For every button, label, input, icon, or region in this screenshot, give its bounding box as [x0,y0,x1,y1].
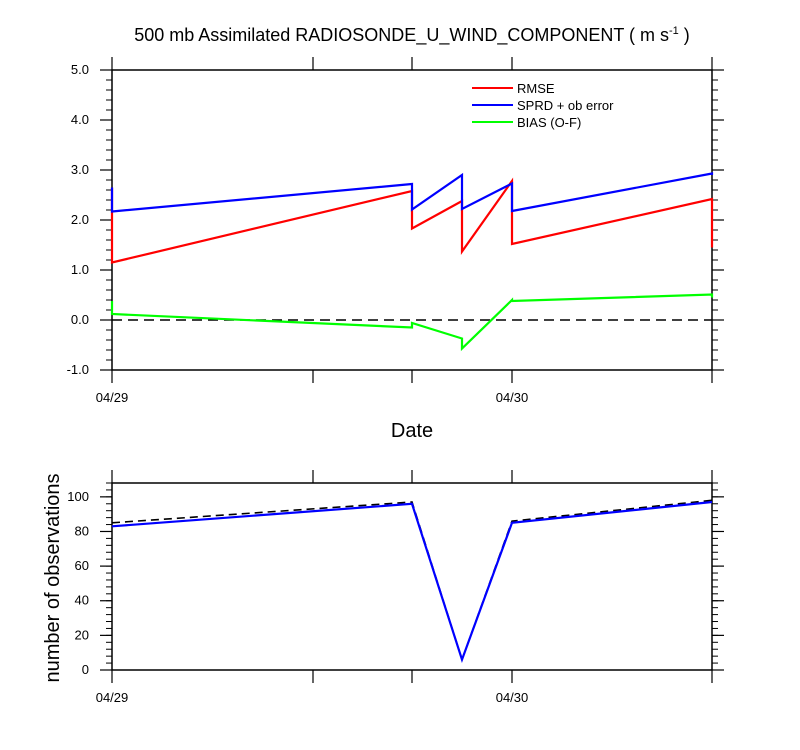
y-tick-label: 3.0 [71,162,89,177]
chart-title-main: 500 mb Assimilated RADIOSONDE_U_WIND_COM… [134,25,669,46]
series-line-sprd-ob-error [110,172,714,213]
y-tick-label: 80 [75,523,89,538]
y-tick-label: 100 [67,489,89,504]
y-tick-label: 4.0 [71,112,89,127]
chart-title-tail: ) [679,25,690,45]
bottom-y-axis-label: number of observations [42,473,64,682]
series-line-dashed [111,499,713,663]
chart-title: 500 mb Assimilated RADIOSONDE_U_WIND_COM… [134,25,690,46]
y-tick-label: 20 [75,627,89,642]
legend-label: RMSE [517,81,555,96]
top-x-axis-label: Date [391,420,433,442]
x-tick-label: 04/30 [496,690,529,705]
bottom-panel: 100 80 60 40 20 0 04/29 04/30 [67,470,724,705]
top-panel: 5.0 4.0 3.0 2.0 1.0 0.0 -1.0 04/29 04/30 RMSE SPRD… [67,57,724,405]
series-line-solid [111,500,713,663]
y-tick-label: -1.0 [67,362,89,377]
series-line-bias-o-f [110,293,714,352]
y-tick-label: 5.0 [71,62,89,77]
y-tick-label: 2.0 [71,212,89,227]
y-tick-label: 40 [75,593,89,608]
chart-title-superscript: -1 [669,25,679,37]
y-tick-label: 1.0 [71,262,89,277]
x-tick-label: 04/30 [496,390,529,405]
y-tick-label: 0.0 [71,312,89,327]
y-tick-label: 60 [75,558,89,573]
legend-label: BIAS (O-F) [517,115,581,130]
y-tick-label: 0 [82,662,89,677]
legend-label: SPRD + ob error [517,98,614,113]
series-line-rmse [110,177,714,264]
x-tick-label: 04/29 [96,390,129,405]
x-tick-label: 04/29 [96,690,129,705]
